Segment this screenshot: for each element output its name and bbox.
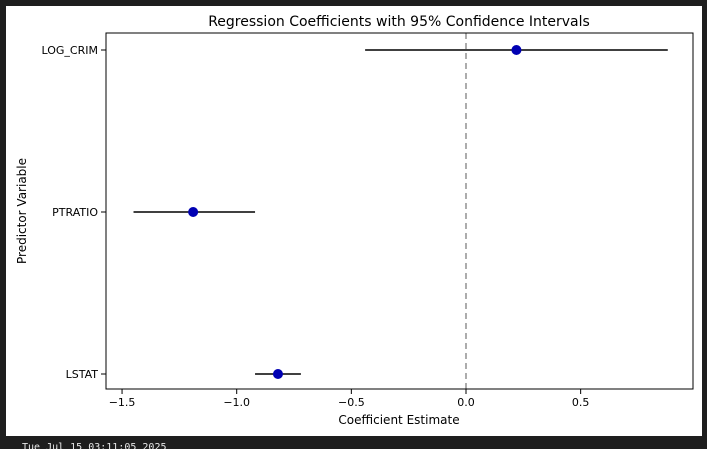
footer-timestamp: Tue Jul 15 03:11:05 2025: [22, 442, 167, 449]
chart-figure: Regression Coefficients with 95% Confide…: [6, 6, 702, 449]
x-tick-label: −1.5: [109, 396, 136, 409]
coefficient-chart: Regression Coefficients with 95% Confide…: [15, 14, 694, 427]
chart-title: Regression Coefficients with 95% Confide…: [208, 14, 590, 30]
x-tick-label: −1.0: [223, 396, 250, 409]
plot-area-frame: [105, 32, 694, 390]
x-tick-label: −0.5: [338, 396, 365, 409]
y-tick-label: LSTAT: [66, 368, 99, 381]
x-tick-label: 0.0: [457, 396, 475, 409]
coefficient-point: [511, 45, 522, 55]
coefficient-point: [272, 369, 283, 379]
coefficient-point: [188, 207, 199, 217]
y-axis-label: Predictor Variable: [15, 158, 29, 264]
y-tick-label: LOG_CRIM: [42, 44, 98, 57]
x-tick-label: 0.5: [572, 396, 590, 409]
x-axis-label: Coefficient Estimate: [338, 413, 459, 427]
y-tick-label: PTRATIO: [52, 206, 98, 219]
